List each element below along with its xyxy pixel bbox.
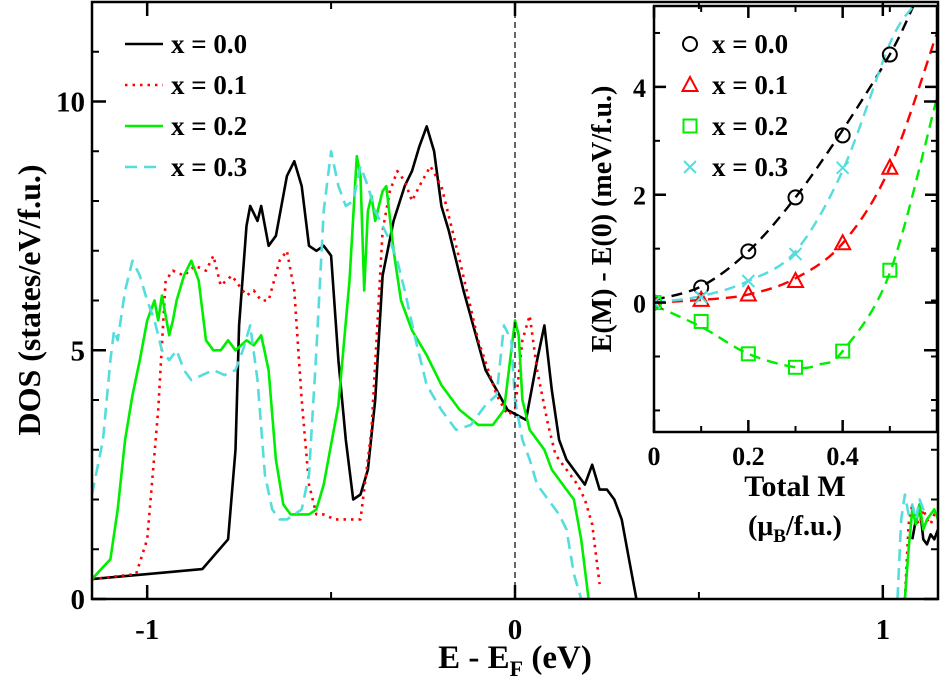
main-legend-label: x = 0.0	[171, 29, 247, 59]
inset-legend-marker	[680, 74, 700, 92]
inset-point-series-2	[693, 313, 709, 329]
inset-legend-label: x = 0.2	[712, 111, 788, 141]
inset-point-series-1	[880, 157, 900, 175]
inset-fit-curve-3	[654, 6, 915, 304]
inset-fit-curve-1	[654, 32, 937, 304]
inset-legend-marker	[682, 36, 698, 52]
inset-point-series-3	[694, 290, 708, 304]
inset-legend-label: x = 0.3	[712, 152, 788, 182]
inset-legend-marker	[683, 160, 697, 174]
inset-point-series-1	[691, 289, 711, 307]
dos-curve-series-2	[92, 154, 590, 599]
main-xlabel: E - EF (eV)	[438, 640, 592, 681]
inset-point-series-0	[834, 127, 851, 144]
inset-point-series-3	[654, 295, 661, 310]
inset-xlabel: Total M	[744, 470, 845, 503]
inset-xtick-label: 0.2	[732, 442, 765, 471]
dos-curve-series-0	[92, 125, 638, 599]
main-legend-label: x = 0.2	[171, 111, 247, 141]
inset-point-series-2	[882, 262, 898, 278]
inset-point-series-2	[740, 346, 756, 362]
inset-legend-label: x = 0.1	[712, 70, 788, 100]
main-xlabel-sub: F	[510, 656, 523, 681]
inset-xlabel-sub: B	[773, 526, 786, 547]
inset-point-series-3	[835, 161, 850, 175]
dos-curve-series-3	[92, 150, 583, 599]
dos-curve-series-7	[896, 493, 929, 599]
inset-point-series-0	[740, 243, 757, 260]
dos-curve-series-1	[92, 164, 601, 585]
inset-point-series-0	[693, 279, 710, 296]
main-legend-label: x = 0.1	[171, 70, 247, 100]
inset-ytick-label: 2	[633, 182, 646, 211]
main-legend-label: x = 0.3	[171, 152, 247, 182]
inset-ylabel: E(M) - E(0) (meV/f.u.)	[587, 86, 618, 353]
main-xtick-label: -1	[135, 614, 159, 646]
inset-point-series-3	[741, 274, 756, 288]
main-ytick-label: 0	[71, 584, 86, 616]
main-xtick-label: 1	[876, 614, 891, 646]
main-ylabel: DOS (states/eV/f.u.)	[11, 164, 47, 435]
main-series-group	[92, 125, 938, 599]
inset-xtick-label: 0	[648, 442, 661, 471]
dos-curve-series-5	[903, 503, 938, 599]
main-legend: x = 0.0 x = 0.1 x = 0.2 x = 0.3	[125, 29, 247, 182]
main-ytick-label: 5	[71, 335, 86, 367]
inset-ytick-label: 4	[633, 74, 646, 103]
inset-xtick-label: 0.4	[826, 442, 859, 471]
inset-point-series-3	[788, 247, 803, 261]
inset-point-series-1	[739, 284, 758, 302]
main-ytick-label: 10	[56, 87, 85, 119]
dos-curve-series-6	[903, 503, 938, 599]
inset-legend-marker	[682, 118, 698, 134]
inset-background	[654, 6, 937, 432]
inset-point-series-1	[786, 270, 805, 289]
inset-xlabel-units: (μB/f.u.)	[748, 511, 842, 547]
inset-ticks: 0 0.2 0.4 0 2 4	[633, 6, 937, 471]
inset-legend: x = 0.0 x = 0.1 x = 0.2 x = 0.3	[680, 29, 788, 182]
inset-point-series-1	[833, 233, 852, 251]
inset-legend-label: x = 0.0	[712, 29, 788, 59]
inset-fit-curve-0	[654, 6, 915, 302]
main-xtick-label: 0	[508, 614, 523, 646]
inset-point-series-0	[881, 46, 898, 63]
inset-point-series-2	[788, 359, 803, 375]
inset-point-series-2	[835, 343, 851, 359]
inset-ytick-label: 0	[633, 290, 646, 319]
inset-point-series-0	[787, 189, 804, 206]
